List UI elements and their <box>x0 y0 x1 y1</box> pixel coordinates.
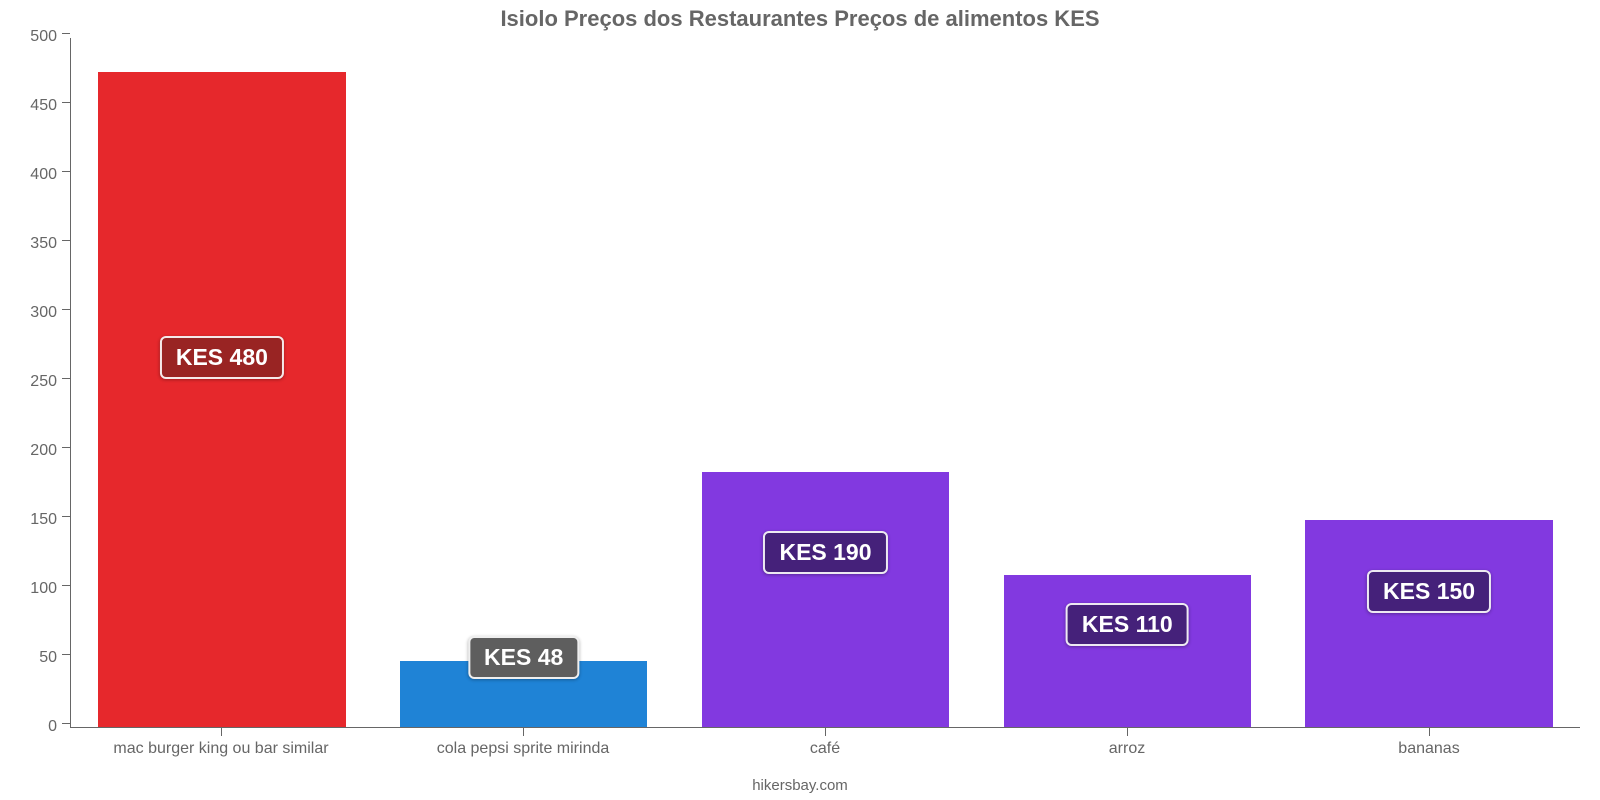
x-slot: cola pepsi sprite mirinda <box>372 728 674 778</box>
x-tick <box>1127 728 1128 736</box>
x-slot: arroz <box>976 728 1278 778</box>
x-slot: mac burger king ou bar similar <box>70 728 372 778</box>
bar-slot: KES 480 <box>71 38 373 727</box>
value-badge: KES 48 <box>468 636 579 679</box>
bar-slot: KES 110 <box>976 38 1278 727</box>
x-tick <box>523 728 524 736</box>
x-tick <box>1429 728 1430 736</box>
x-tick-label: bananas <box>1278 740 1580 758</box>
bar <box>98 72 345 728</box>
price-bar-chart: Isiolo Preços dos Restaurantes Preços de… <box>0 0 1600 800</box>
y-tick-label: 300 <box>30 304 57 322</box>
y-tick <box>62 33 70 41</box>
y-tick <box>62 171 70 179</box>
bar-slot: KES 48 <box>373 38 675 727</box>
y-tick <box>62 654 70 662</box>
bar-slot: KES 150 <box>1278 38 1580 727</box>
value-badge: KES 110 <box>1066 603 1189 646</box>
x-slot: café <box>674 728 976 778</box>
y-tick-label: 500 <box>30 28 57 46</box>
plot-area: 050100150200250300350400450500 KES 480KE… <box>70 38 1580 728</box>
y-tick-label: 250 <box>30 373 57 391</box>
y-tick-label: 400 <box>30 166 57 184</box>
x-slot: bananas <box>1278 728 1580 778</box>
y-tick-label: 100 <box>30 580 57 598</box>
x-tick <box>825 728 826 736</box>
y-tick <box>62 723 70 731</box>
value-badge: KES 150 <box>1367 570 1491 613</box>
y-tick <box>62 102 70 110</box>
y-tick <box>62 447 70 455</box>
x-tick-label: arroz <box>976 740 1278 758</box>
y-tick-label: 450 <box>30 97 57 115</box>
y-tick-label: 200 <box>30 442 57 460</box>
bar-slot: KES 190 <box>675 38 977 727</box>
y-tick-label: 50 <box>39 649 57 667</box>
y-tick <box>62 240 70 248</box>
x-tick <box>221 728 222 736</box>
x-tick-label: café <box>674 740 976 758</box>
x-axis: mac burger king ou bar similarcola pepsi… <box>70 728 1580 778</box>
bar <box>702 472 949 727</box>
x-tick-label: cola pepsi sprite mirinda <box>372 740 674 758</box>
y-tick <box>62 585 70 593</box>
bars-container: KES 480 KES 48 KES 190 KES 110 KES 150 <box>71 38 1580 727</box>
y-tick-label: 0 <box>48 718 57 736</box>
value-badge: KES 480 <box>160 336 284 379</box>
chart-credit: hikersbay.com <box>0 777 1600 794</box>
y-tick-label: 150 <box>30 511 57 529</box>
chart-title: Isiolo Preços dos Restaurantes Preços de… <box>0 6 1600 32</box>
y-tick-label: 350 <box>30 235 57 253</box>
y-tick <box>62 378 70 386</box>
bar <box>1004 575 1251 727</box>
x-tick-label: mac burger king ou bar similar <box>70 740 372 758</box>
value-badge: KES 190 <box>763 531 887 574</box>
bar <box>1305 520 1552 727</box>
y-tick <box>62 516 70 524</box>
y-tick <box>62 309 70 317</box>
